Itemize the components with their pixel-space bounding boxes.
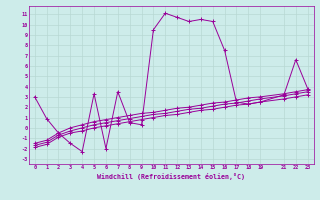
X-axis label: Windchill (Refroidissement éolien,°C): Windchill (Refroidissement éolien,°C) (97, 173, 245, 180)
